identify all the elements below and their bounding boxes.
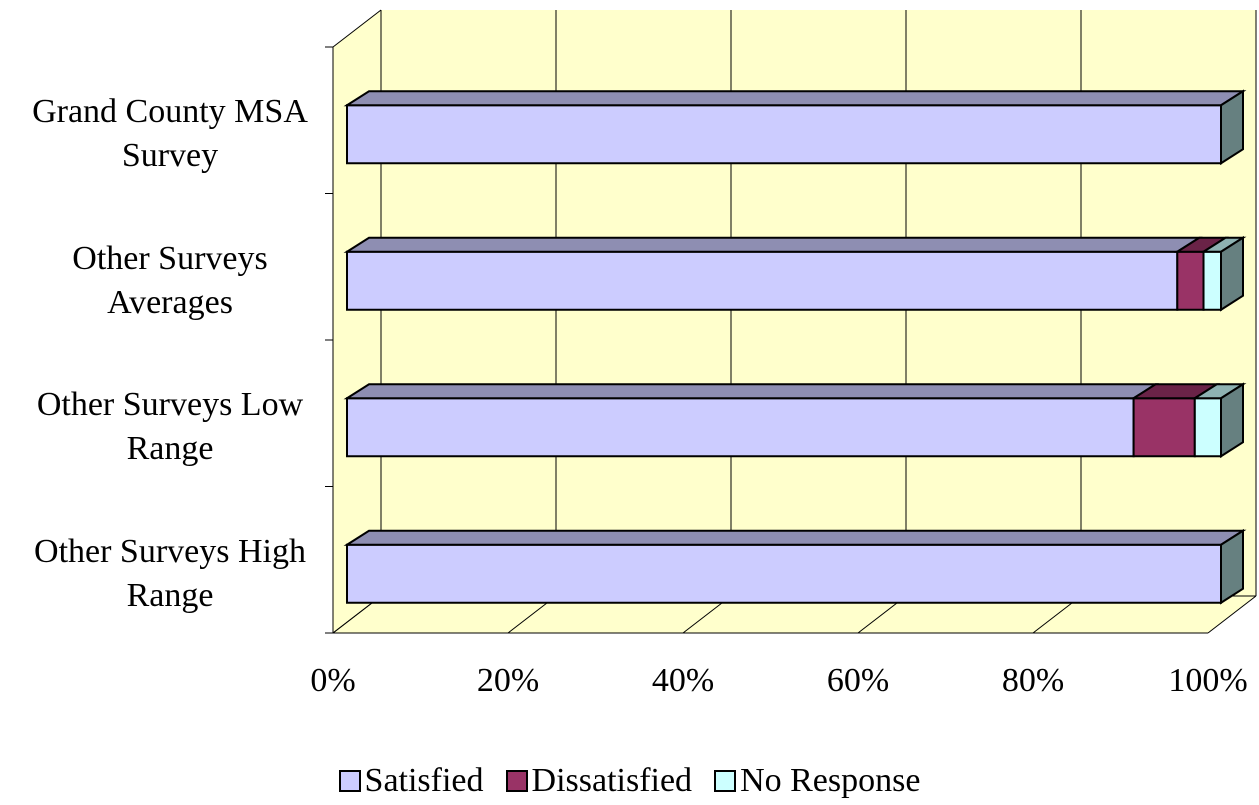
bar-top-shade (347, 237, 1200, 252)
grid-line (1207, 595, 1257, 634)
bar-top-shade (347, 530, 1243, 545)
bar-top-shade (1133, 384, 1217, 399)
legend-item: No Response (714, 762, 920, 800)
floor (333, 596, 1256, 633)
bar (1176, 250, 1205, 311)
x-tick-label: 60% (827, 662, 889, 699)
bar (346, 397, 1135, 458)
legend: Satisfied Dissatisfied No Response (0, 762, 1259, 800)
bar-top-shade (347, 384, 1156, 399)
bar-side (1220, 528, 1244, 605)
legend-label: Dissatisfied (531, 762, 693, 799)
x-tick-label: 40% (652, 662, 714, 699)
x-tick-label: 0% (310, 662, 355, 699)
wall-edge (332, 9, 382, 48)
bar (346, 104, 1222, 165)
legend-swatch (714, 770, 737, 792)
legend-label: No Response (740, 762, 921, 799)
x-tick-label: 80% (1002, 662, 1064, 699)
bar (1132, 397, 1196, 458)
bar (346, 543, 1222, 604)
bar-side (1220, 235, 1244, 312)
legend-label: Satisfied (364, 762, 484, 799)
bar-top-shade (1194, 384, 1243, 399)
bar-top-shade (1203, 237, 1243, 252)
bar-top-shade (347, 91, 1243, 106)
bar-side (1220, 382, 1244, 459)
y-tick-label: Other Surveys Averages (72, 239, 268, 321)
bar-top-shade (1177, 237, 1226, 252)
bar (1202, 250, 1223, 311)
legend-item: Satisfied (338, 762, 484, 800)
y-tick-label: Grand County MSA Survey (32, 93, 308, 175)
legend-swatch (338, 770, 361, 792)
bar-side (1220, 89, 1244, 166)
y-tick-label: Other Surveys Low Range (36, 386, 304, 468)
bar (1193, 397, 1223, 458)
side-wall (333, 10, 381, 633)
bar (346, 250, 1179, 311)
x-tick-label: 100% (1168, 662, 1247, 699)
legend-swatch (505, 770, 528, 792)
x-tick-label: 20% (477, 662, 539, 699)
y-tick-label: Other Surveys High Range (34, 532, 306, 614)
legend-item: Dissatisfied (505, 762, 693, 800)
